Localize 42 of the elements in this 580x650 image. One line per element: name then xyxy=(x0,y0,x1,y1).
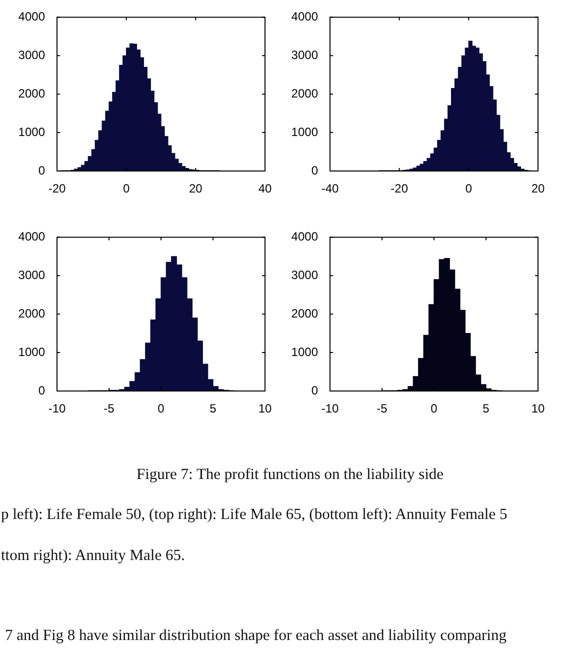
y-tick-label: 2000 xyxy=(18,306,46,320)
x-tick-label: -20 xyxy=(390,182,408,196)
y-tick-label: 3000 xyxy=(18,268,46,282)
x-tick-label: -5 xyxy=(104,402,115,416)
y-tick-label: 4000 xyxy=(291,10,318,24)
y-tick-label: 0 xyxy=(38,383,46,398)
x-tick-label: -10 xyxy=(321,402,339,416)
text: Figure 7: The profit functions on the liability side xyxy=(135,465,445,485)
y-tick-label: 2000 xyxy=(291,306,318,320)
y-tick-label: 3000 xyxy=(291,48,318,62)
y-tick-label: 0 xyxy=(311,163,318,178)
x-tick-label: 0 xyxy=(158,402,165,416)
y-tick-label: 4000 xyxy=(291,230,318,244)
y-tick-label: 2000 xyxy=(18,86,46,100)
y-tick-label: 1000 xyxy=(18,344,46,359)
x-tick-label: 20 xyxy=(188,182,203,196)
y-tick-label: 1000 xyxy=(291,124,318,139)
y-tick-label: 0 xyxy=(311,383,318,398)
y-tick-label: 3000 xyxy=(291,268,318,282)
y-tick-label: 1000 xyxy=(291,344,318,359)
y-tick-label: 2000 xyxy=(291,86,318,100)
text: ttom right): Annuity Male 65. xyxy=(1,546,185,566)
x-tick-label: 0 xyxy=(465,182,472,196)
x-tick-label: -40 xyxy=(321,182,339,196)
x-tick-label: 10 xyxy=(258,402,272,416)
x-tick-label: -20 xyxy=(48,182,66,196)
x-tick-label: 5 xyxy=(210,402,217,416)
x-tick-label: -10 xyxy=(48,402,66,416)
text: p left): Life Female 50, (top right): Life Male 65, (bottom left): Annuity Female 5 xyxy=(1,505,508,525)
text: 7 and Fig 8 have similar distribution shape for each asset and liability comparing xyxy=(5,626,506,646)
y-tick-label: 1000 xyxy=(18,124,46,139)
x-tick-label: 10 xyxy=(531,402,545,416)
x-tick-label: 0 xyxy=(430,402,438,416)
x-tick-label: 5 xyxy=(482,402,490,416)
y-tick-label: 4000 xyxy=(18,230,46,244)
y-tick-label: 0 xyxy=(38,163,46,178)
x-tick-label: 0 xyxy=(122,182,130,196)
x-tick-label: 40 xyxy=(258,182,272,196)
x-tick-label: 20 xyxy=(531,182,545,196)
x-tick-label: -5 xyxy=(376,402,388,416)
y-tick-label: 3000 xyxy=(18,48,46,62)
y-tick-label: 4000 xyxy=(18,10,46,24)
